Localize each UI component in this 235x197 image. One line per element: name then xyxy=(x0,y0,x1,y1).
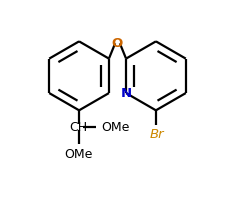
Text: CH: CH xyxy=(69,121,87,134)
Text: O: O xyxy=(112,37,123,50)
Text: OMe: OMe xyxy=(64,148,92,161)
Text: N: N xyxy=(121,87,132,99)
Text: Br: Br xyxy=(150,128,164,141)
Text: OMe: OMe xyxy=(102,121,130,134)
